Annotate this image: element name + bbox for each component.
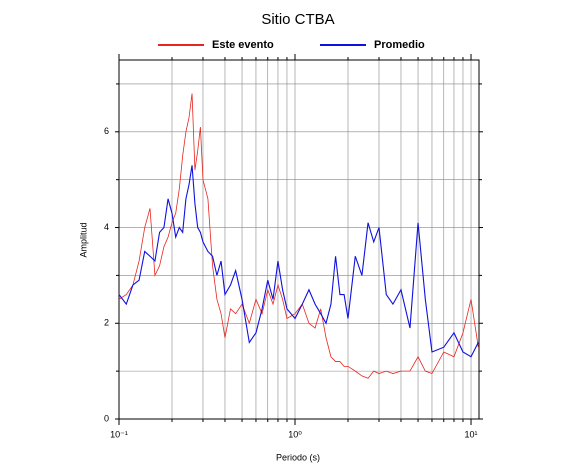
x-tick-label: 10¹	[465, 429, 478, 439]
x-tick-label: 10⁰	[288, 429, 302, 439]
y-tick-label: 4	[104, 222, 109, 232]
x-tick-label: 10⁻¹	[110, 429, 128, 439]
legend-label: Promedio	[374, 39, 425, 51]
chart-title: Sitio CTBA	[261, 11, 334, 28]
y-tick-label: 2	[104, 318, 109, 328]
plot-frame	[118, 59, 480, 420]
x-axis-label: Periodo (s)	[276, 452, 320, 462]
legend-label: Este evento	[212, 39, 274, 51]
y-tick-label: 6	[104, 126, 109, 136]
y-axis-label: Amplitud	[78, 222, 88, 257]
data-line	[118, 165, 479, 358]
data-line	[118, 93, 479, 379]
y-tick-label: 0	[104, 413, 109, 423]
